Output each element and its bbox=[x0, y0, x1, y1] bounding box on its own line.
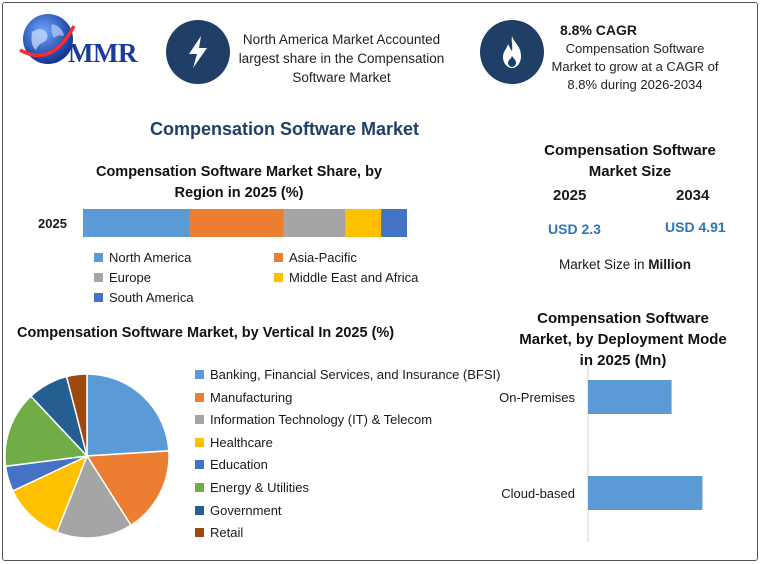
region-bar-segment-europe bbox=[283, 209, 346, 237]
deployment-bar-chart: On-Premises Cloud-based bbox=[499, 366, 703, 542]
vertical-legend-item-retail: Retail bbox=[195, 525, 243, 540]
legend-label: Energy & Utilities bbox=[210, 480, 309, 495]
vertical-legend-item-government: Government bbox=[195, 503, 282, 518]
logo-text: MMR bbox=[68, 38, 137, 68]
legend-swatch bbox=[274, 253, 283, 262]
year-2025: 2025 bbox=[553, 187, 587, 204]
page-title: Compensation Software Market bbox=[150, 119, 420, 139]
deployment-category-label: Cloud-based bbox=[501, 486, 575, 501]
legend-label: Europe bbox=[109, 270, 151, 285]
info-north-america: North America Market Accounted largest s… bbox=[238, 32, 445, 85]
market-size-note: Market Size in Million bbox=[559, 257, 691, 272]
legend-swatch bbox=[274, 273, 283, 282]
pie-slice-manufacturing bbox=[85, 450, 170, 527]
vertical-legend-item-manufacturing: Manufacturing bbox=[195, 390, 292, 405]
legend-swatch bbox=[195, 392, 204, 402]
deployment-chart-title: Compensation Software Market, by Deploym… bbox=[519, 310, 727, 369]
region-legend-item-asia-pacific: Asia-Pacific bbox=[274, 250, 357, 265]
deployment-bar-on-premises bbox=[588, 380, 672, 414]
globe-icon bbox=[19, 14, 76, 64]
vertical-legend-item-information-technology-it-telecom: Information Technology (IT) & Telecom bbox=[195, 412, 432, 427]
year-2034: 2034 bbox=[676, 187, 710, 204]
pie-slice-retail bbox=[65, 373, 88, 457]
region-chart-title: Compensation Software Market Share, by R… bbox=[95, 164, 383, 201]
legend-label: Banking, Financial Services, and Insuran… bbox=[210, 367, 501, 382]
legend-label: Government bbox=[210, 502, 282, 518]
legend-label: Education bbox=[210, 457, 268, 473]
flame-icon bbox=[480, 20, 544, 84]
legend-label: Middle East and Africa bbox=[289, 270, 419, 285]
region-stacked-bar bbox=[83, 208, 407, 238]
region-legend-item-middle-east-and-africa: Middle East and Africa bbox=[274, 270, 418, 285]
legend-label: South America bbox=[109, 290, 194, 305]
legend-swatch bbox=[94, 293, 103, 302]
vertical-legend-item-education: Education bbox=[195, 457, 268, 472]
region-legend-item-north-america: North America bbox=[94, 250, 191, 265]
region-bar-segment-north-america bbox=[83, 209, 190, 237]
vertical-legend-item-banking-financial-services-and-insurance-bfsi: Banking, Financial Services, and Insuran… bbox=[195, 367, 500, 382]
legend-swatch bbox=[195, 505, 204, 515]
region-bar-segment-asia-pacific bbox=[189, 209, 284, 237]
region-legend-item-europe: Europe bbox=[94, 270, 151, 285]
region-bar-segment-middle-east-and-africa bbox=[345, 209, 382, 237]
legend-label: Healthcare bbox=[210, 434, 273, 450]
region-legend-item-south-america: South America bbox=[94, 290, 194, 305]
legend-swatch bbox=[195, 528, 204, 538]
legend-label: Asia-Pacific bbox=[289, 250, 357, 265]
legend-label: Manufacturing bbox=[210, 389, 293, 405]
pie-slice-healthcare bbox=[11, 454, 89, 534]
region-bar-segment-south-america bbox=[381, 209, 407, 237]
legend-label: Retail bbox=[210, 525, 244, 541]
legend-swatch bbox=[195, 415, 204, 425]
market-size-unit: Million bbox=[648, 257, 692, 272]
cagr-title: 8.8% CAGR bbox=[560, 22, 638, 38]
deployment-category-label: On-Premises bbox=[499, 390, 575, 405]
logo: MMR bbox=[12, 10, 152, 70]
legend-swatch bbox=[195, 460, 204, 470]
vertical-chart-title: Compensation Software Market, by Vertica… bbox=[17, 325, 395, 341]
value-2025: USD 2.3 bbox=[548, 221, 601, 237]
market-size-title: Compensation Software Market Size bbox=[544, 142, 716, 180]
cagr-text: Compensation Software Market to grow at … bbox=[551, 41, 719, 92]
legend-swatch bbox=[195, 437, 204, 447]
vertical-legend-item-healthcare: Healthcare bbox=[195, 435, 273, 450]
lightning-icon bbox=[166, 20, 230, 84]
legend-swatch bbox=[195, 483, 204, 492]
legend-label: Information Technology (IT) & Telecom bbox=[210, 412, 433, 428]
legend-swatch bbox=[94, 273, 103, 282]
vertical-legend-item-energy-utilities: Energy & Utilities bbox=[195, 480, 309, 495]
deployment-bar-cloud-based bbox=[588, 476, 703, 510]
pie-slice-information-technology-it-telecom bbox=[55, 454, 132, 539]
legend-label: North America bbox=[109, 250, 192, 265]
legend-swatch bbox=[94, 253, 103, 262]
market-size-note-prefix: Market Size in bbox=[559, 257, 645, 272]
vertical-pie-chart bbox=[4, 373, 170, 539]
value-2034: USD 4.91 bbox=[665, 219, 726, 235]
pie-slice-energy-utilities bbox=[4, 395, 89, 468]
region-category-label: 2025 bbox=[38, 216, 67, 231]
legend-swatch bbox=[195, 370, 204, 379]
pie-slice-banking-financial-services-and-insurance-bfsi bbox=[86, 373, 170, 457]
